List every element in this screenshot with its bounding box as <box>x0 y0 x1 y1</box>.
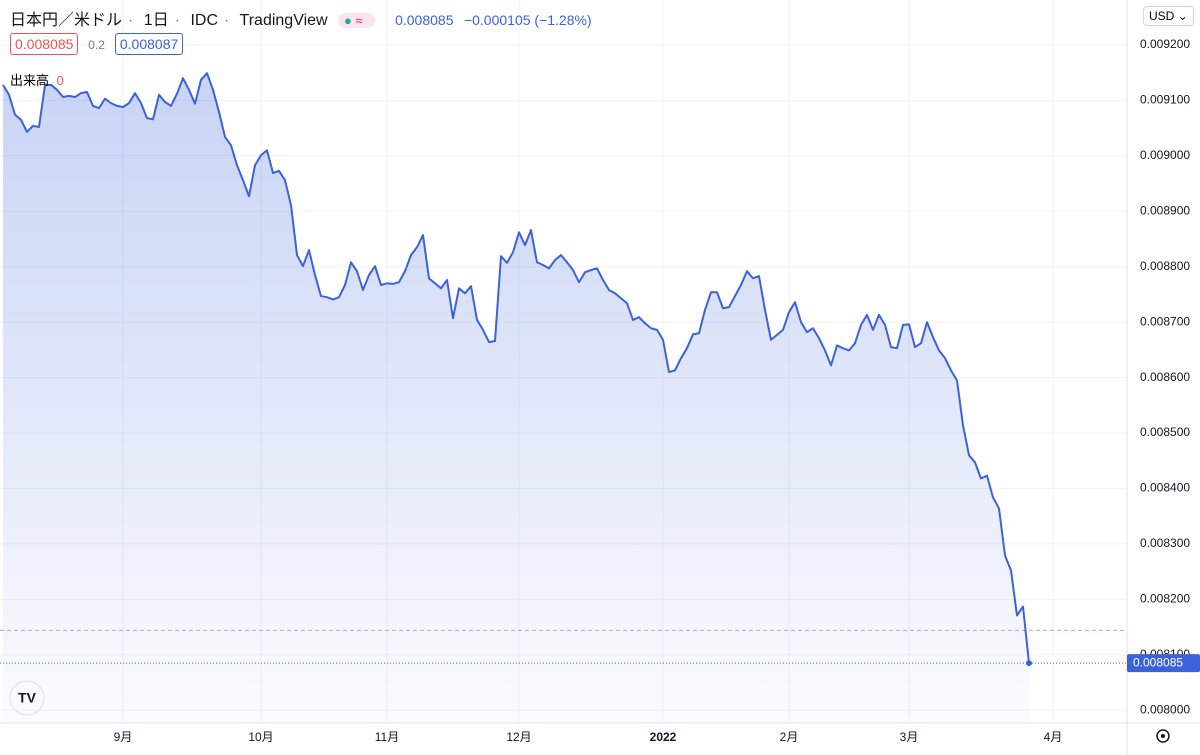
currency-button[interactable]: USD ⌄ <box>1143 6 1194 26</box>
y-tick-label: 0.008000 <box>1140 702 1190 716</box>
y-tick-label: 0.009000 <box>1140 148 1190 162</box>
y-tick-label: 0.008200 <box>1140 592 1190 606</box>
volume-row: 出来高 0 <box>10 70 64 89</box>
y-tick-label: 0.008600 <box>1140 370 1190 384</box>
x-tick-label: 4月 <box>1044 730 1063 744</box>
area-fill <box>3 73 1029 723</box>
volume-value: 0 <box>56 73 64 88</box>
y-tick-label: 0.008300 <box>1140 536 1190 550</box>
x-tick-label: 2022 <box>650 730 677 744</box>
y-tick-label: 0.008500 <box>1140 425 1190 439</box>
x-tick-label: 11月 <box>375 730 399 744</box>
x-tick-label: 3月 <box>900 730 919 744</box>
last-point <box>1026 660 1032 667</box>
legend-header: 日本円／米ドル · 1日 · IDC · TradingView ● ≈ 0.0080… <box>10 12 592 29</box>
status-badge: ● ≈ <box>338 13 375 28</box>
source: IDC <box>190 12 219 29</box>
y-tick-label: 0.009200 <box>1140 37 1190 51</box>
x-tick-label: 10月 <box>248 730 273 744</box>
y-tick-label: 0.008400 <box>1140 481 1190 495</box>
volume-label: 出来高 <box>10 73 50 88</box>
last-price-tag-text: 0.008085 <box>1133 655 1183 669</box>
bid[interactable]: 0.008085 <box>10 33 79 55</box>
y-tick-label: 0.008700 <box>1140 314 1190 328</box>
y-tick-label: 0.008900 <box>1140 203 1190 217</box>
interval: 1日 <box>143 12 169 29</box>
last-price: 0.008085 <box>395 12 454 28</box>
y-tick-label: 0.009100 <box>1140 93 1190 107</box>
x-tick-label: 12月 <box>506 730 531 744</box>
price-line <box>2 72 1030 664</box>
brand: TradingView <box>239 12 328 29</box>
spread: 0.2 <box>88 38 105 52</box>
symbol: 日本円／米ドル <box>10 12 123 29</box>
currency: USD <box>1149 9 1175 23</box>
x-tick-label: 2月 <box>780 730 799 744</box>
price-change: −0.000105 (−1.28%) <box>463 12 592 28</box>
last-price-tag <box>1127 654 1200 673</box>
y-tick-label: 0.008800 <box>1140 259 1190 273</box>
bid-ask-row: 0.008085 0.2 0.008087 <box>10 33 184 55</box>
settings-icon[interactable] <box>1156 729 1170 743</box>
ask[interactable]: 0.008087 <box>114 33 184 55</box>
x-tick-label: 9月 <box>114 730 133 744</box>
